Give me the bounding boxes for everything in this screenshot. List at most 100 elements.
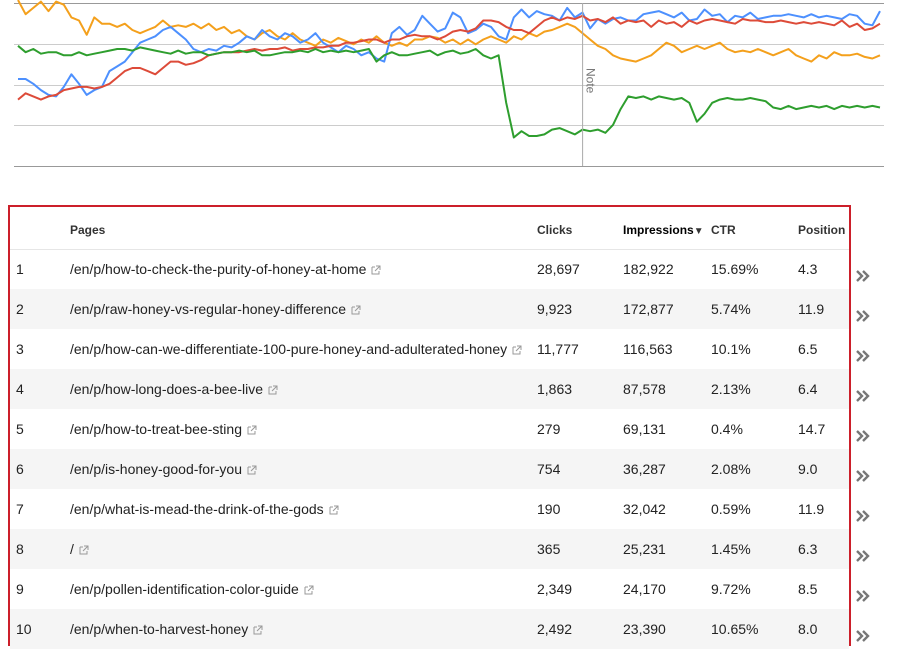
external-link-icon[interactable] <box>253 625 263 635</box>
position-value: 6.4 <box>798 381 818 397</box>
ctr-value: 5.74% <box>711 301 751 317</box>
table-row[interactable]: 7/en/p/what-is-mead-the-drink-of-the-god… <box>10 489 849 529</box>
header-impressions[interactable]: Impressions▼ <box>623 207 704 255</box>
page-path[interactable]: /en/p/raw-honey-vs-regular-honey-differe… <box>70 301 346 317</box>
series-line <box>17 0 881 63</box>
external-link-icon[interactable] <box>268 385 278 395</box>
page-link[interactable]: /en/p/how-can-we-differentiate-100-pure-… <box>70 329 536 369</box>
external-link-icon[interactable] <box>79 545 89 555</box>
page-link[interactable]: /en/p/is-honey-good-for-you <box>70 449 536 489</box>
table-row[interactable]: 10/en/p/when-to-harvest-honey 2,492 23,390… <box>10 609 849 649</box>
page-link[interactable]: /en/p/how-to-check-the-purity-of-honey-a… <box>70 249 536 289</box>
table-row[interactable]: 4/en/p/how-long-does-a-bee-live 1,863 87,5… <box>10 369 849 409</box>
impressions-value: 24,170 <box>623 581 666 597</box>
external-link-icon[interactable] <box>247 465 257 475</box>
page-link[interactable]: / <box>70 529 536 569</box>
double-chevron-right-icon[interactable] <box>853 427 873 447</box>
series-line <box>17 14 881 101</box>
page-link[interactable]: /en/p/pollen-identification-color-guide <box>70 569 536 609</box>
page-path[interactable]: /en/p/when-to-harvest-honey <box>70 621 249 637</box>
impressions-value: 36,287 <box>623 461 666 477</box>
external-link-icon[interactable] <box>371 265 381 275</box>
double-chevron-right-icon[interactable] <box>853 387 873 407</box>
double-chevron-right-icon[interactable] <box>855 269 871 283</box>
header-clicks[interactable]: Clicks <box>537 223 573 237</box>
annotation-layer: Note <box>582 3 598 166</box>
double-chevron-right-icon[interactable] <box>855 429 871 443</box>
ctr-value: 0.59% <box>711 501 751 517</box>
chart-grid <box>14 3 884 167</box>
double-chevron-right-icon[interactable] <box>853 347 873 367</box>
ctr-value: 2.08% <box>711 461 751 477</box>
table-row[interactable]: 5/en/p/how-to-treat-bee-sting 279 69,131 0.… <box>10 409 849 449</box>
external-link-icon[interactable] <box>304 585 314 595</box>
double-chevron-right-icon[interactable] <box>855 469 871 483</box>
annotation-label[interactable]: Note <box>584 68 598 94</box>
double-chevron-right-icon[interactable] <box>855 309 871 323</box>
table-header: Pages Clicks Impressions▼ CTR Position <box>10 207 849 250</box>
double-chevron-right-icon[interactable] <box>855 549 871 563</box>
external-link-icon[interactable] <box>329 505 339 515</box>
ctr-value: 1.45% <box>711 541 751 557</box>
position-value: 4.3 <box>798 261 818 277</box>
performance-chart: Note <box>14 0 884 167</box>
header-ctr[interactable]: CTR <box>711 223 736 237</box>
external-link-icon[interactable] <box>351 305 361 315</box>
row-number: 8 <box>16 541 24 557</box>
double-chevron-right-icon[interactable] <box>855 629 871 643</box>
double-chevron-right-icon[interactable] <box>853 267 873 287</box>
table-row[interactable]: 8 / 365 25,231 1.45% 6.3 <box>10 529 849 569</box>
page-link[interactable]: /en/p/raw-honey-vs-regular-honey-differe… <box>70 289 536 329</box>
table-row[interactable]: 2/en/p/raw-honey-vs-regular-honey-differ… <box>10 289 849 329</box>
impressions-value: 25,231 <box>623 541 666 557</box>
clicks-value: 754 <box>537 461 561 477</box>
clicks-value: 365 <box>537 541 561 557</box>
clicks-value: 279 <box>537 421 561 437</box>
page-path[interactable]: /en/p/what-is-mead-the-drink-of-the-gods <box>70 501 324 517</box>
clicks-value: 28,697 <box>537 261 580 277</box>
position-value: 14.7 <box>798 421 826 437</box>
table-row[interactable]: 9/en/p/pollen-identification-color-guide… <box>10 569 849 609</box>
double-chevron-right-icon[interactable] <box>855 349 871 363</box>
series-line <box>17 45 881 139</box>
double-chevron-right-icon[interactable] <box>855 389 871 403</box>
page-path[interactable]: /en/p/pollen-identification-color-guide <box>70 581 299 597</box>
page-path[interactable]: / <box>70 541 74 557</box>
table-row[interactable]: 6/en/p/is-honey-good-for-you 754 36,287 2.0… <box>10 449 849 489</box>
double-chevron-right-icon[interactable] <box>853 467 873 487</box>
page-path[interactable]: /en/p/is-honey-good-for-you <box>70 461 242 477</box>
pages-table: Pages Clicks Impressions▼ CTR Position 1… <box>8 205 851 649</box>
header-position[interactable]: Position <box>798 223 846 237</box>
ctr-value: 10.65% <box>711 621 759 637</box>
ctr-value: 15.69% <box>711 261 759 277</box>
impressions-value: 23,390 <box>623 621 666 637</box>
page-path[interactable]: /en/p/how-to-check-the-purity-of-honey-a… <box>70 261 367 277</box>
double-chevron-right-icon[interactable] <box>853 547 873 567</box>
double-chevron-right-icon[interactable] <box>855 589 871 603</box>
series-layer <box>17 0 881 139</box>
double-chevron-right-icon[interactable] <box>853 627 873 647</box>
double-chevron-right-icon[interactable] <box>855 509 871 523</box>
page-link[interactable]: /en/p/how-long-does-a-bee-live <box>70 369 536 409</box>
row-number: 10 <box>16 621 32 637</box>
page-link[interactable]: /en/p/what-is-mead-the-drink-of-the-gods <box>70 489 536 529</box>
page-link[interactable]: /en/p/how-to-treat-bee-sting <box>70 409 536 449</box>
double-chevron-right-icon[interactable] <box>853 587 873 607</box>
page-path[interactable]: /en/p/how-to-treat-bee-sting <box>70 421 242 437</box>
clicks-value: 9,923 <box>537 301 573 317</box>
page-path[interactable]: /en/p/how-can-we-differentiate-100-pure-… <box>70 341 508 357</box>
ctr-value: 0.4% <box>711 421 743 437</box>
impressions-value: 182,922 <box>623 261 674 277</box>
external-link-icon[interactable] <box>512 345 522 355</box>
table-row[interactable]: 3/en/p/how-can-we-differentiate-100-pure… <box>10 329 849 369</box>
page-link[interactable]: /en/p/when-to-harvest-honey <box>70 609 536 649</box>
double-chevron-right-icon[interactable] <box>853 507 873 527</box>
row-number: 7 <box>16 501 24 517</box>
double-chevron-right-icon[interactable] <box>853 307 873 327</box>
page-path[interactable]: /en/p/how-long-does-a-bee-live <box>70 381 263 397</box>
position-value: 9.0 <box>798 461 818 477</box>
header-pages[interactable]: Pages <box>70 223 106 237</box>
table-row[interactable]: 1/en/p/how-to-check-the-purity-of-honey-… <box>10 249 849 289</box>
external-link-icon[interactable] <box>247 425 257 435</box>
row-number: 6 <box>16 461 24 477</box>
